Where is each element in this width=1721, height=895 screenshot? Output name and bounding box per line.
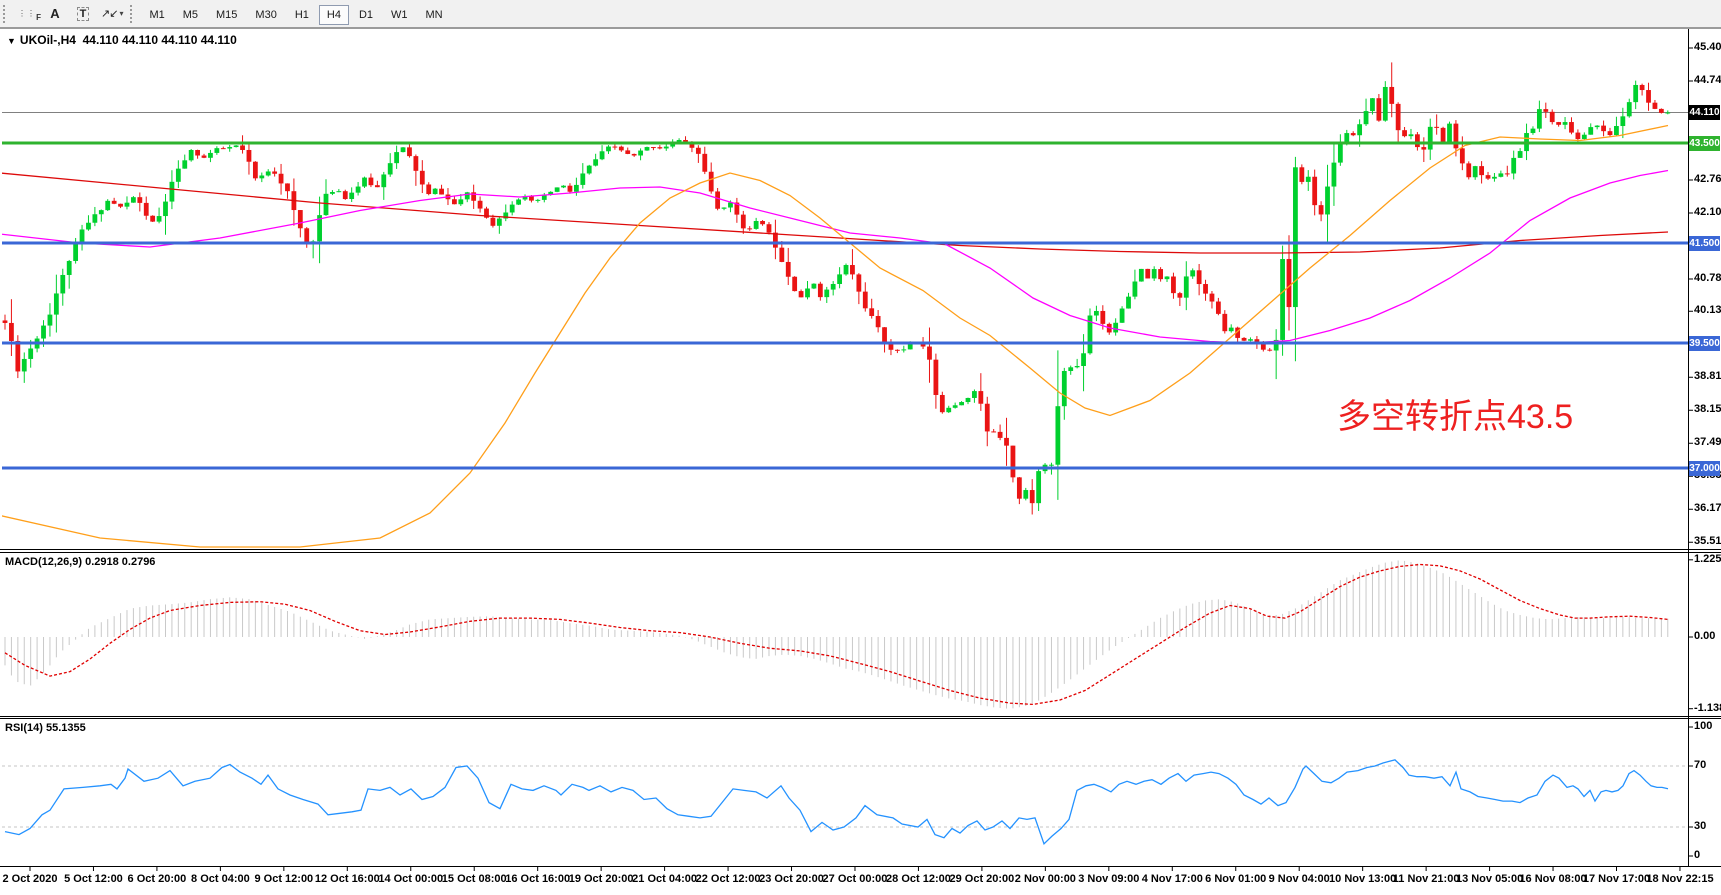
date-axis-label: 6 Oct 20:00 — [127, 873, 187, 885]
date-axis-label: 17 Nov 17:00 — [1582, 873, 1651, 885]
timeframe-button-m5[interactable]: M5 — [182, 8, 199, 21]
candles-layer — [2, 62, 1671, 515]
date-axis-label: 2 Nov 00:00 — [1014, 873, 1076, 885]
date-axis-label: 12 Oct 16:00 — [314, 873, 380, 885]
macd-axis-tick: 0.00 — [1694, 630, 1716, 642]
timeframe-button-h4[interactable]: H4 — [318, 4, 349, 25]
price-line-badge: 44.110 — [1689, 105, 1720, 120]
toolbar-grip[interactable] — [3, 4, 8, 23]
date-axis-label: 23 Oct 20:00 — [759, 873, 824, 885]
toolbar-grip-2[interactable] — [130, 4, 135, 23]
date-axis-label: 6 Nov 01:00 — [1205, 873, 1267, 885]
date-axis-label: 5 Oct 12:00 — [64, 873, 123, 885]
rsi-axis-tick: 30 — [1694, 820, 1707, 832]
date-axis-label: 29 Oct 20:00 — [949, 873, 1015, 885]
timeframe-button-m1[interactable]: M1 — [149, 8, 165, 21]
timeframe-button-m15[interactable]: M15 — [216, 8, 238, 21]
ma-magenta-line — [2, 169, 1669, 344]
price-line-badge: 37.000 — [1689, 460, 1720, 476]
price-axis-tick: 38.155 — [1694, 403, 1721, 416]
date-axis-label: 21 Oct 04:00 — [632, 873, 698, 885]
date-axis-label: 3 Nov 09:00 — [1078, 873, 1140, 885]
timeframe-buttons: M1 M5 M15 M30 H1 H4 D1 W1 MN — [140, 4, 451, 25]
price-axis-tick: 44.740 — [1694, 74, 1721, 86]
timeframe-button-d1[interactable]: D1 — [358, 8, 374, 21]
price-axis-tick: 37.495 — [1694, 436, 1721, 449]
price-line-badge: 39.500 — [1689, 335, 1720, 351]
macd-signal-line — [4, 563, 1669, 706]
timeframe-button-w1[interactable]: W1 — [391, 8, 408, 21]
macd-panel — [4, 560, 1669, 709]
letter-a-icon[interactable]: A — [50, 6, 60, 21]
date-axis-label: 15 Oct 08:00 — [441, 873, 507, 885]
date-axis-label: 27 Oct 00:00 — [822, 873, 888, 885]
ohlc-values: 44.110 44.110 44.110 44.110 — [82, 33, 237, 47]
macd-indicator-label: MACD(12,26,9) 0.2918 0.2796 — [5, 556, 156, 568]
collapse-triangle-icon[interactable]: ▼ — [7, 36, 16, 46]
date-axis-label: 19 Oct 20:00 — [568, 873, 634, 885]
rsi-line — [4, 759, 1669, 845]
date-axis-label: 11 Nov 21:00 — [1392, 873, 1460, 885]
date-axis-label: 16 Oct 16:00 — [505, 873, 571, 885]
price-line-badge: 43.500 — [1689, 135, 1720, 151]
ma-orange-line — [2, 124, 1669, 548]
rsi-axis-tick: 70 — [1694, 759, 1707, 771]
symbol-period: UKOil-,H4 — [19, 33, 76, 47]
timeframe-button-mn[interactable]: MN — [425, 8, 443, 21]
text-box-icon[interactable]: T — [70, 3, 96, 24]
chinese-annotation-text: 多空转折点43.5 — [1337, 398, 1574, 436]
price-axis-tick: 45.400 — [1694, 41, 1721, 53]
date-axis-label: 13 Nov 05:00 — [1455, 873, 1524, 885]
price-axis-tick: 36.175 — [1694, 502, 1721, 515]
price-axis-tick: 38.815 — [1694, 370, 1721, 383]
price-axis-tick: 42.100 — [1694, 206, 1721, 218]
arrows-dropdown-icon[interactable]: ↗↙ ▾ — [101, 8, 124, 20]
rsi-axis-tick: 100 — [1694, 720, 1713, 732]
timeframe-button-m30[interactable]: M30 — [255, 8, 277, 21]
main-price-panel — [2, 62, 1688, 548]
rsi-panel — [2, 759, 1688, 845]
date-axis-label: 10 Nov 13:00 — [1329, 873, 1397, 885]
toolbar: ⋮⋮ F A T ↗↙ ▾ M1 M5 M15 M30 H1 H4 D1 W1 MN — [0, 0, 1721, 28]
date-axis-label: 14 Oct 00:00 — [378, 873, 444, 885]
date-axis-label: 28 Oct 12:00 — [886, 873, 951, 885]
macd-axis-tick: -1.1383 — [1694, 701, 1721, 714]
date-axis-label: 9 Nov 04:00 — [1268, 873, 1330, 885]
price-axis-tick: 42.760 — [1694, 173, 1721, 185]
timeframe-button-h1[interactable]: H1 — [294, 8, 309, 21]
date-axis-label: 4 Nov 17:00 — [1141, 873, 1203, 885]
dots-grid-f-icon[interactable]: ⋮⋮ F — [18, 8, 42, 22]
rsi-axis-tick: 0 — [1694, 849, 1701, 861]
price-axis-tick: 40.780 — [1694, 272, 1721, 284]
chart-title[interactable]: ▼ UKOil-,H4 44.110 44.110 44.110 44.110 — [7, 33, 237, 47]
price-axis-tick: 35.515 — [1694, 535, 1721, 548]
chevron-down-icon: ▾ — [119, 9, 124, 18]
date-axis-label: 2 Oct 2020 — [2, 873, 58, 885]
rsi-indicator-label: RSI(14) 55.1355 — [5, 722, 86, 734]
date-axis-label: 8 Oct 04:00 — [191, 873, 250, 885]
date-axis-label: 22 Oct 12:00 — [695, 873, 761, 885]
date-axis-label: 9 Oct 12:00 — [254, 873, 314, 885]
price-line-badge: 41.500 — [1689, 235, 1720, 251]
macd-axis-tick: 1.2251 — [1694, 552, 1721, 565]
date-axis-label: 16 Nov 08:00 — [1519, 873, 1587, 885]
price-axis-tick: 40.135 — [1694, 304, 1721, 317]
date-axis-label: 18 Nov 22:15 — [1646, 873, 1714, 885]
